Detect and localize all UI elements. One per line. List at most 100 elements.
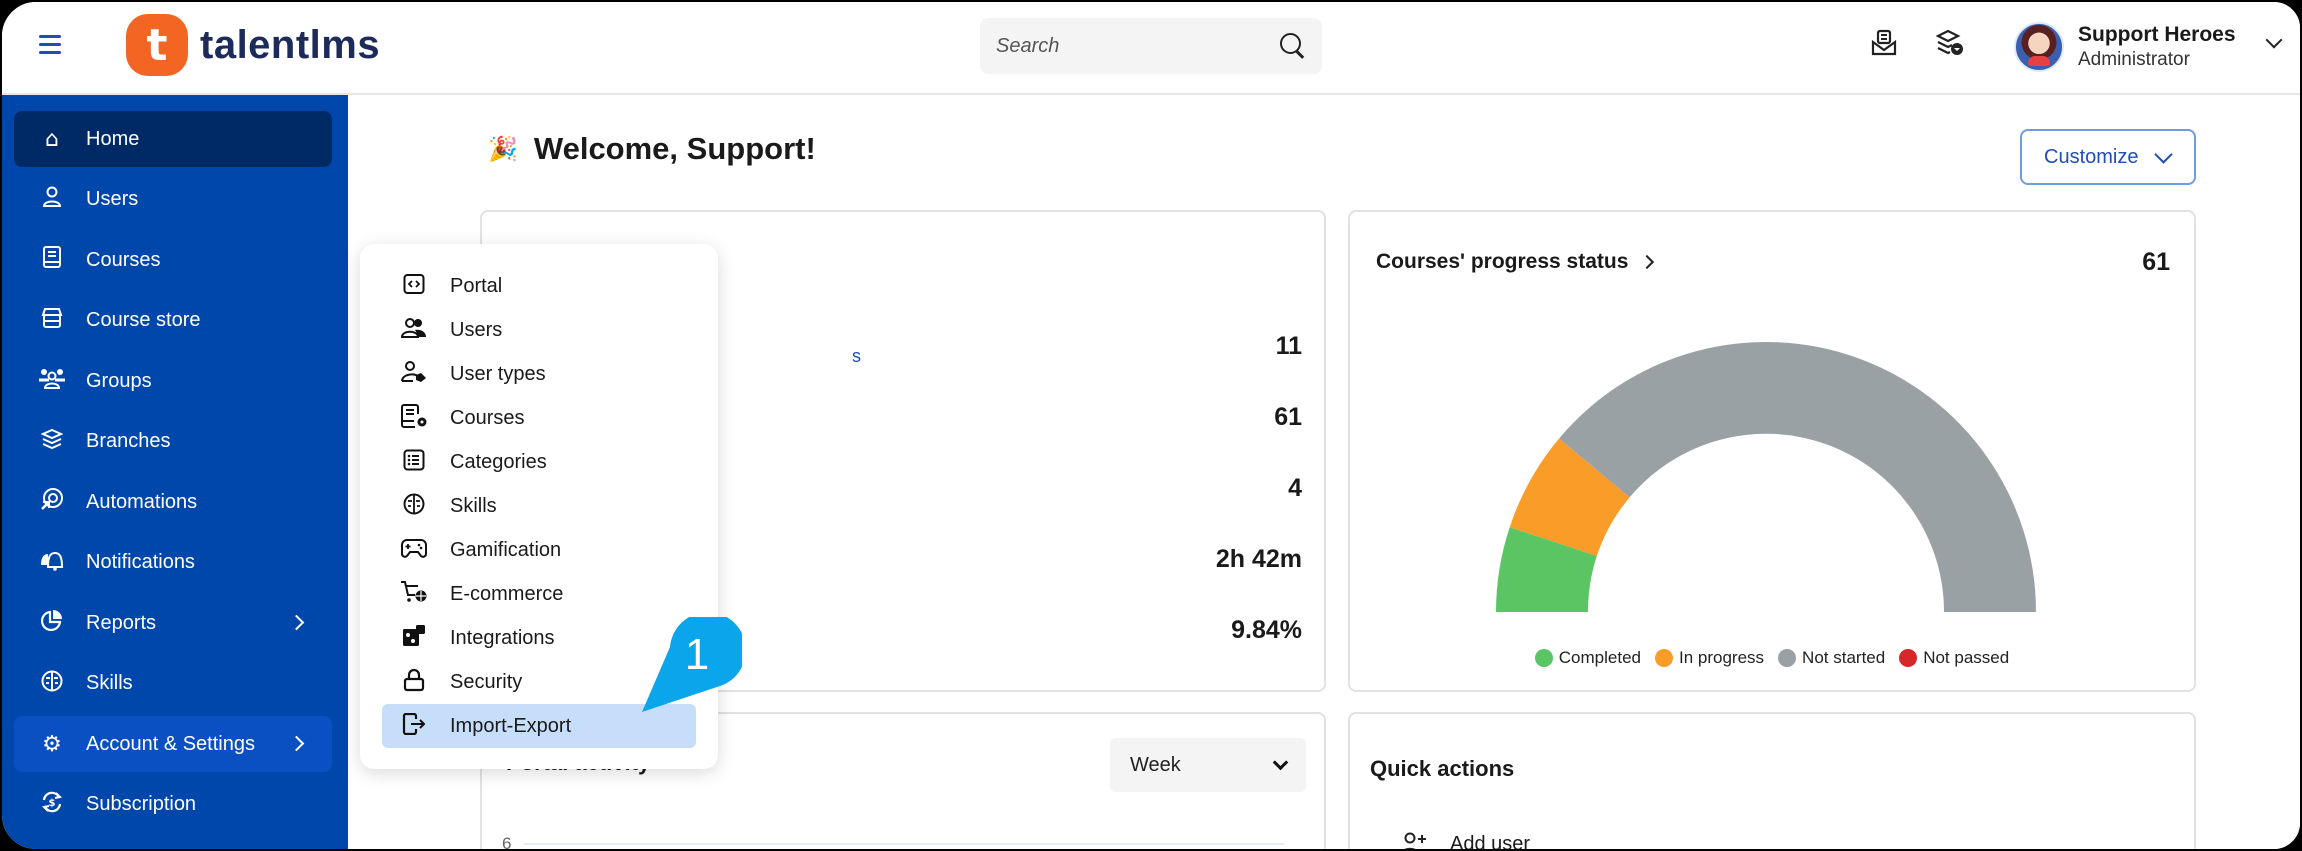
book-icon xyxy=(38,246,66,274)
sidebar-item-account-settings[interactable]: ⚙ Account & Settings xyxy=(14,716,332,772)
legend-item-in-progress[interactable]: In progress xyxy=(1655,648,1764,668)
menu-item-categories[interactable]: Categories xyxy=(382,440,696,484)
store-icon xyxy=(38,307,66,335)
subscription-icon: $ xyxy=(38,790,66,820)
avatar xyxy=(2014,22,2064,72)
legend-item-completed[interactable]: Completed xyxy=(1534,648,1641,668)
courses-progress-link[interactable]: Courses' progress status xyxy=(1376,250,1655,274)
customize-label: Customize xyxy=(2044,145,2139,168)
welcome-heading: 🎉 Welcome, Support! xyxy=(488,131,816,167)
sidebar-item-label: Automations xyxy=(86,490,198,513)
menu-item-ecommerce[interactable]: E-commerce xyxy=(382,572,696,616)
gridline xyxy=(524,843,1284,845)
profile-name: Support Heroes xyxy=(2078,23,2236,46)
quick-actions-card: Quick actions Add user xyxy=(1348,712,2196,849)
logo[interactable]: t talentlms xyxy=(126,14,380,76)
search-input[interactable]: Search xyxy=(980,18,1322,74)
period-select[interactable]: Week xyxy=(1110,738,1306,792)
user-tag-icon xyxy=(398,360,430,388)
step-callout-badge: 1 xyxy=(642,617,742,712)
menu-item-label: Import-Export xyxy=(450,714,572,737)
list-icon xyxy=(398,449,430,476)
sidebar-item-home[interactable]: ⌂ Home xyxy=(14,111,332,167)
layers-discount-icon[interactable] xyxy=(1935,28,1965,58)
sidebar-item-reports[interactable]: Reports xyxy=(14,595,332,651)
sidebar-item-automations[interactable]: Automations xyxy=(14,474,332,530)
gauge-segment-completed xyxy=(1496,527,1597,612)
menu-item-label: E-commerce xyxy=(450,582,564,605)
sidebar-item-label: Course store xyxy=(86,309,201,331)
brain-icon xyxy=(398,493,430,520)
menu-item-skills[interactable]: Skills xyxy=(382,484,696,528)
logo-mark-icon: t xyxy=(126,14,188,76)
course-settings-icon xyxy=(398,403,430,433)
legend-item-not-started[interactable]: Not started xyxy=(1778,648,1885,668)
sidebar-item-label: Notifications xyxy=(86,551,195,573)
sidebar-item-skills[interactable]: Skills xyxy=(14,656,332,712)
menu-item-label: Categories xyxy=(450,450,547,473)
menu-item-courses[interactable]: Courses xyxy=(382,396,696,440)
svg-text:$: $ xyxy=(49,798,56,809)
sidebar-item-users[interactable]: Users xyxy=(14,172,332,228)
account-settings-menu: Portal Users User types Courses Categori… xyxy=(360,244,718,769)
menu-item-label: Security xyxy=(450,670,523,693)
menu-item-gamification[interactable]: Gamification xyxy=(382,528,696,572)
gauge-segment-not-started xyxy=(1559,341,2036,612)
import-export-icon xyxy=(398,712,430,740)
sidebar-item-label: Account & Settings xyxy=(86,732,255,755)
sidebar-item-label: Subscription xyxy=(86,793,197,815)
courses-progress-card: Courses' progress status 61 Completed In… xyxy=(1348,210,2196,692)
sidebar-item-courses[interactable]: Courses xyxy=(14,232,332,288)
chevron-right-icon xyxy=(1640,254,1655,270)
sidebar-item-subscription[interactable]: $ Subscription xyxy=(14,777,332,833)
groups-icon xyxy=(38,367,66,395)
profile-menu[interactable]: Support Heroes Administrator xyxy=(2002,14,2294,80)
card-title: Quick actions xyxy=(1370,756,1515,781)
chevron-down-icon xyxy=(2154,144,2173,164)
menu-item-label: User types xyxy=(450,362,546,385)
layers-icon xyxy=(38,428,66,456)
add-user-button[interactable]: Add user xyxy=(1400,832,1530,849)
gamepad-icon xyxy=(398,537,430,564)
sidebar-item-label: Reports xyxy=(86,611,157,634)
cart-icon xyxy=(398,580,430,609)
stat-value: 4 xyxy=(1288,474,1302,502)
sidebar-item-label: Home xyxy=(86,127,140,150)
menu-item-label: Portal xyxy=(450,274,503,297)
hamburger-icon[interactable] xyxy=(39,35,61,55)
period-value: Week xyxy=(1130,753,1181,776)
y-axis-tick: 6 xyxy=(502,834,512,851)
card-title: Courses' progress status xyxy=(1376,250,1629,273)
stat-label-partial: s xyxy=(852,346,861,366)
brain-icon xyxy=(38,670,66,698)
menu-item-label: Skills xyxy=(450,494,497,517)
menu-item-users[interactable]: Users xyxy=(382,308,696,352)
pie-chart-icon xyxy=(38,609,66,637)
automation-icon xyxy=(38,487,66,517)
search-icon[interactable] xyxy=(1280,33,1306,59)
customize-button[interactable]: Customize xyxy=(2020,129,2196,185)
chevron-down-icon xyxy=(1272,754,1289,770)
sidebar-item-course-store[interactable]: Course store xyxy=(14,293,332,349)
party-popper-icon: 🎉 xyxy=(488,135,518,163)
menu-item-label: Integrations xyxy=(450,626,555,649)
sidebar-item-label: Skills xyxy=(86,672,133,694)
logo-text: talentlms xyxy=(200,22,381,67)
page-title: Welcome, Support! xyxy=(533,131,816,166)
sidebar-item-label: Branches xyxy=(86,430,171,452)
menu-item-label: Courses xyxy=(450,406,525,429)
menu-item-label: Gamification xyxy=(450,538,562,561)
sidebar-item-notifications[interactable]: Notifications xyxy=(14,535,332,591)
sidebar-item-groups[interactable]: Groups xyxy=(14,353,332,409)
menu-item-portal[interactable]: Portal xyxy=(382,264,696,308)
legend-item-not-passed[interactable]: Not passed xyxy=(1899,648,2009,668)
sidebar-item-branches[interactable]: Branches xyxy=(14,414,332,470)
add-user-icon xyxy=(1404,832,1426,849)
stat-value: 2h 42m xyxy=(1215,545,1302,573)
menu-item-integrations[interactable]: Integrations xyxy=(382,616,696,660)
menu-item-security[interactable]: Security xyxy=(382,660,696,704)
sidebar-item-label: Groups xyxy=(86,369,152,392)
home-icon: ⌂ xyxy=(45,126,59,152)
menu-item-user-types[interactable]: User types xyxy=(382,352,696,396)
inbox-icon[interactable] xyxy=(1869,28,1899,58)
